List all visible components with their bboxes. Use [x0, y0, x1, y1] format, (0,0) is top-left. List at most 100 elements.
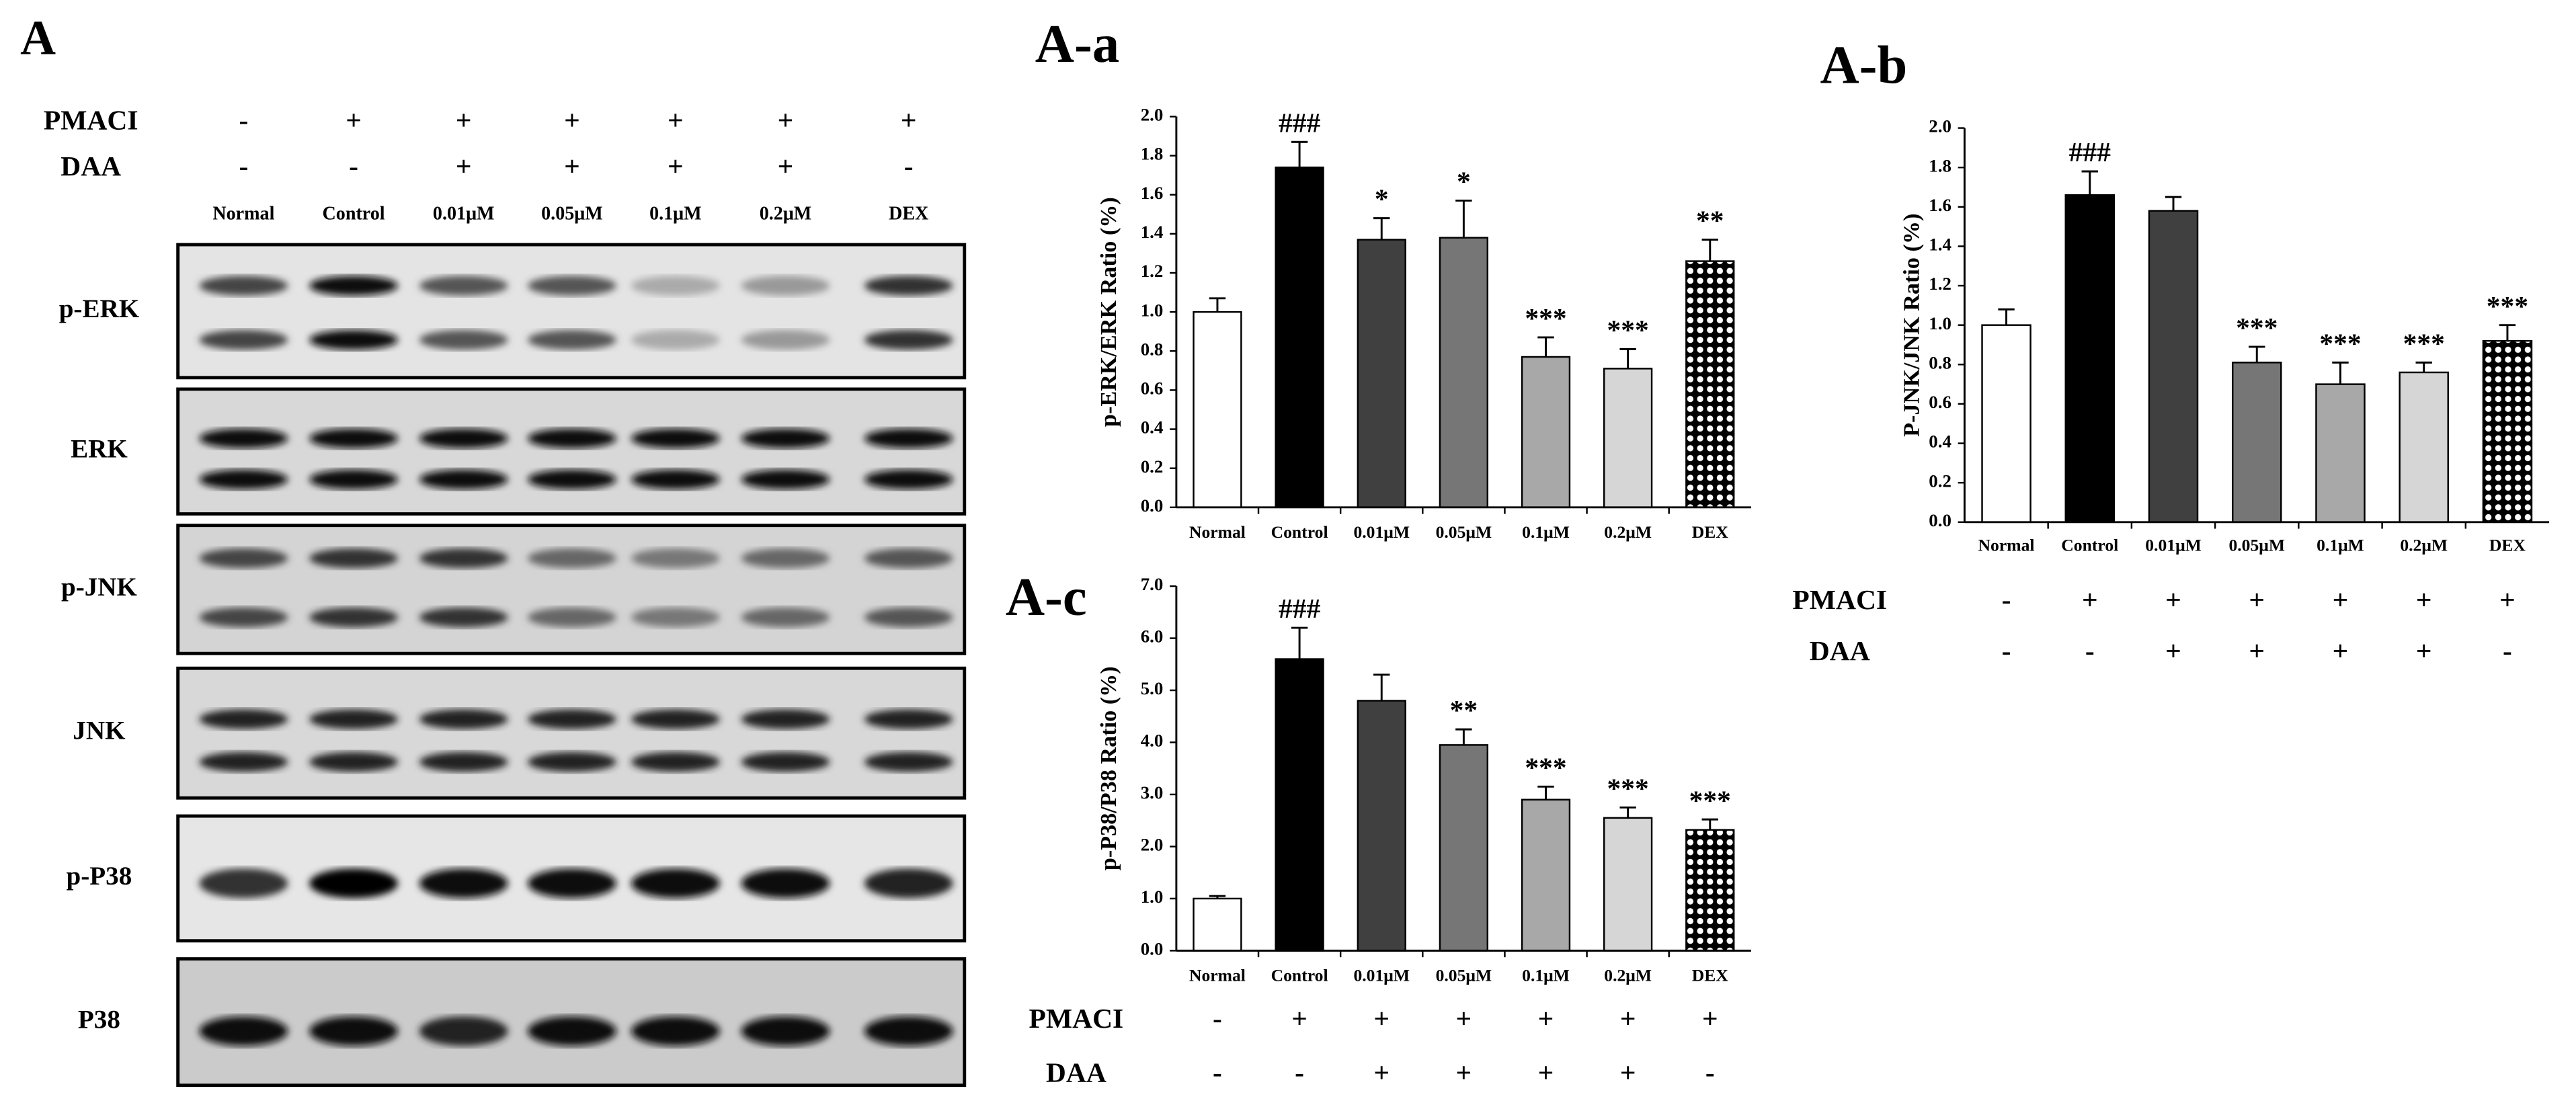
error-bar [2415, 361, 2432, 373]
x-tick-label: 0.01μM [2145, 535, 2202, 555]
lane-label: DEX [889, 203, 928, 224]
treatment-sign: - [1705, 1057, 1715, 1088]
band [199, 469, 288, 489]
band [631, 607, 720, 628]
band [419, 607, 508, 628]
band [527, 751, 616, 772]
bar [2148, 210, 2199, 524]
treatment-name: PMACI [44, 105, 138, 136]
x-tick-label: 0.1μM [1522, 522, 1570, 542]
band [199, 868, 288, 899]
treatment-sign: + [778, 105, 794, 136]
treatment-sign: - [1213, 1003, 1222, 1034]
band [864, 469, 953, 489]
error-bar [1537, 336, 1554, 357]
y-tick-label: 1.4 [1929, 235, 1951, 255]
blot-box [176, 243, 967, 380]
lane-label: 0.2μM [760, 203, 812, 224]
band [741, 428, 830, 448]
band [309, 469, 399, 489]
band [309, 607, 399, 628]
treatment-sign: + [1291, 1003, 1307, 1034]
band [527, 428, 616, 448]
treatment-sign: + [2499, 584, 2515, 615]
x-tick-label: 0.1μM [1522, 965, 1570, 985]
panel-label: A [20, 10, 56, 65]
x-tick-label: Normal [1978, 535, 2035, 555]
chart-title: A-b [1820, 36, 1907, 95]
bar [1521, 356, 1571, 509]
band [199, 428, 288, 448]
treatment-sign: - [239, 105, 248, 136]
y-tick-label: 1.0 [1141, 887, 1164, 907]
protein-label: p-ERK [59, 294, 140, 323]
band [864, 330, 953, 350]
treatment-sign: + [1620, 1003, 1636, 1034]
y-tick-label: 2.0 [1929, 116, 1951, 136]
band [741, 548, 830, 569]
band [741, 751, 830, 772]
treatment-sign: + [1538, 1003, 1554, 1034]
treatment-sign: + [2082, 584, 2098, 615]
x-tick-label: Control [2061, 535, 2118, 555]
error-bar [1998, 308, 2015, 325]
blot-box [176, 387, 967, 516]
treatment-sign: + [1373, 1057, 1390, 1088]
protein-label: JNK [73, 717, 126, 745]
y-tick-label: 1.6 [1929, 195, 1951, 215]
x-tick-label: 0.2μM [2400, 535, 2448, 555]
treatment-sign: + [1538, 1057, 1554, 1088]
x-tick-label: 0.2μM [1604, 965, 1652, 985]
x-tick-label: DEX [1692, 522, 1729, 542]
treatment-sign: - [2002, 584, 2011, 615]
bar [2315, 383, 2366, 524]
band [199, 1016, 288, 1047]
band [199, 276, 288, 296]
treatment-name: DAA [1810, 635, 1870, 666]
error-bar [1619, 806, 1636, 818]
band [741, 330, 830, 350]
significance: *** [1525, 302, 1566, 333]
x-tick-label: DEX [1692, 965, 1729, 985]
bar [1357, 700, 1406, 952]
x-tick-label: Normal [1189, 965, 1246, 985]
y-tick-label: 0.2 [1929, 470, 1951, 491]
error-bar [2249, 345, 2265, 363]
y-tick-label: 1.8 [1929, 155, 1951, 175]
x-tick-label: 0.1μM [2317, 535, 2364, 555]
band [864, 548, 953, 569]
y-axis-label: p-ERK/ERK Ratio (%) [1096, 197, 1121, 427]
chart-title: A-c [1006, 567, 1087, 627]
bar [1439, 744, 1489, 952]
treatment-sign: + [1373, 1003, 1390, 1034]
treatment-sign: - [2002, 635, 2011, 666]
band [309, 330, 399, 350]
band [631, 428, 720, 448]
significance: *** [1607, 772, 1649, 803]
lane-label: Normal [212, 203, 274, 224]
significance: * [1457, 166, 1471, 197]
y-axis-label: P-JNK/JNK Ratio (%) [1900, 214, 1925, 437]
bar [2064, 194, 2116, 524]
treatment-sign: + [778, 151, 794, 181]
band [631, 276, 720, 296]
treatment-sign: + [2333, 584, 2349, 615]
treatment-sign: + [668, 105, 684, 136]
significance: *** [1607, 314, 1649, 345]
error-bar [2081, 170, 2099, 196]
significance: *** [1525, 751, 1566, 782]
treatment-sign: - [349, 151, 358, 181]
band [199, 607, 288, 628]
y-tick-label: 0.0 [1141, 495, 1164, 516]
band [309, 751, 399, 772]
band [199, 330, 288, 350]
x-tick-label: 0.01μM [1353, 965, 1410, 985]
bar [1193, 897, 1242, 952]
y-tick-label: 4.0 [1141, 731, 1164, 751]
y-tick-label: 0.4 [1141, 417, 1164, 438]
error-bar [1455, 199, 1472, 238]
x-tick-label: 0.01μM [1353, 522, 1410, 542]
error-bar [2332, 361, 2349, 384]
